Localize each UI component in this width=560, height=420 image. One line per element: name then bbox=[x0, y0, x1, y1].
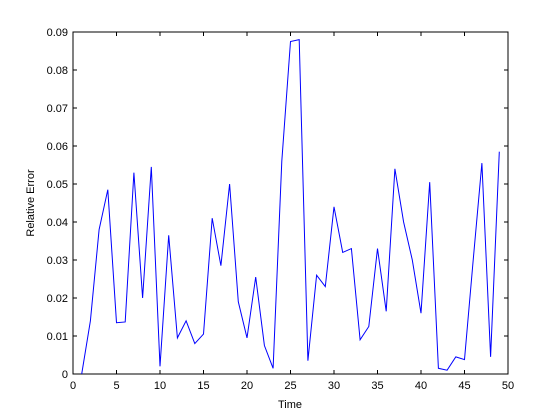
x-tick-label: 40 bbox=[415, 380, 427, 392]
x-tick-label: 35 bbox=[371, 380, 383, 392]
x-tick-label: 0 bbox=[70, 380, 76, 392]
x-tick-label: 20 bbox=[241, 380, 253, 392]
y-tick-label: 0.06 bbox=[47, 141, 68, 153]
x-tick-label: 5 bbox=[113, 380, 119, 392]
y-tick-label: 0.09 bbox=[47, 27, 68, 39]
x-tick-label: 10 bbox=[154, 380, 166, 392]
y-tick-label: 0.05 bbox=[47, 179, 68, 191]
plot-frame bbox=[72, 31, 509, 375]
y-tick-label: 0.03 bbox=[47, 255, 68, 267]
y-tick-label: 0 bbox=[62, 369, 68, 381]
y-tick-label: 0.04 bbox=[47, 217, 68, 229]
data-line bbox=[81, 38, 500, 375]
y-tick-label: 0.01 bbox=[47, 331, 68, 343]
y-tick-label: 0.02 bbox=[47, 293, 68, 305]
y-axis-label: Relative Error bbox=[25, 169, 37, 237]
x-tick-label: 15 bbox=[197, 380, 209, 392]
x-tick-label: 30 bbox=[328, 380, 340, 392]
x-tick-label: 25 bbox=[284, 380, 296, 392]
x-axis-label: Time bbox=[278, 399, 302, 411]
y-tick-label: 0.08 bbox=[47, 65, 68, 77]
x-tick-label: 45 bbox=[458, 380, 470, 392]
y-tick-label: 0.07 bbox=[47, 103, 68, 115]
x-tick-label: 50 bbox=[502, 380, 514, 392]
